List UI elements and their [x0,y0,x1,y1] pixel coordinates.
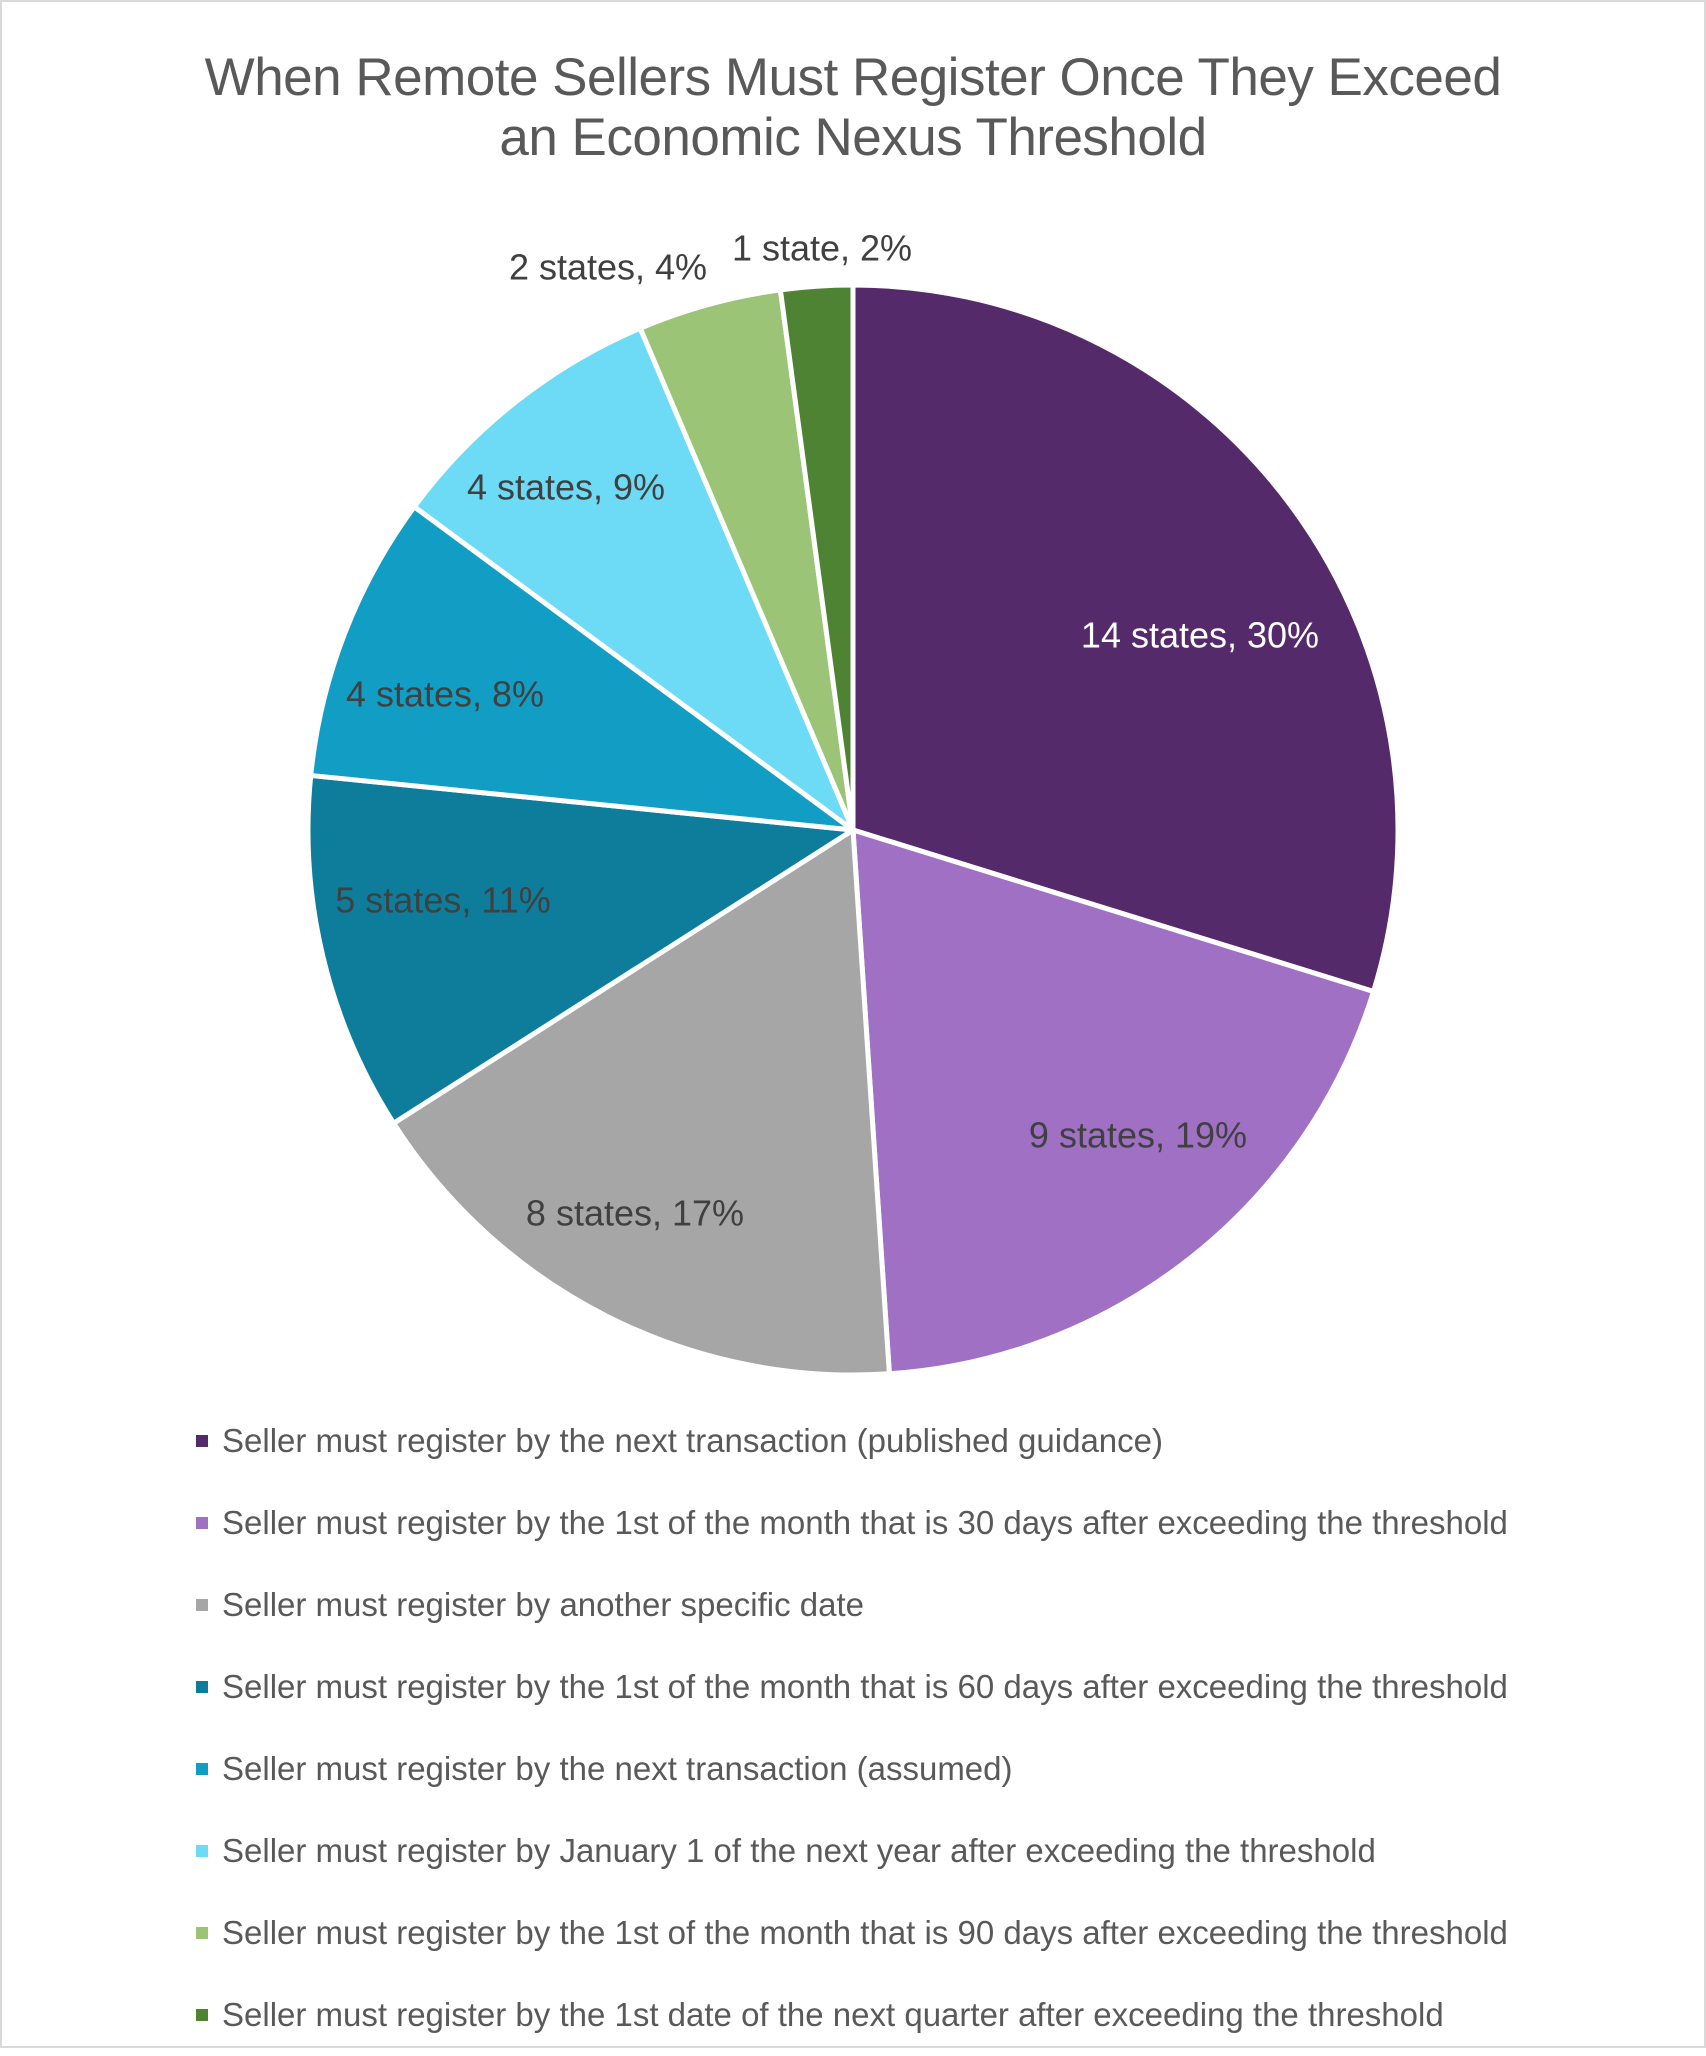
pie-slice-1 [850,282,1401,994]
legend-swatch-8 [196,2009,208,2021]
data-label-3: 8 states, 17% [526,1193,744,1234]
legend-swatch-1 [196,1435,208,1447]
pie-slice-5 [308,504,856,833]
chart-legend: Seller must register by the next transac… [196,1400,1616,2056]
chart-title-line-1: When Remote Sellers Must Register Once T… [204,48,1502,107]
data-label-4: 5 states, 11% [335,880,550,921]
legend-label-8: Seller must register by the 1st date of … [222,1996,1444,2033]
legend-label-3: Seller must register by another specific… [222,1586,864,1623]
data-label-7: 2 states, 4% [509,247,707,288]
pie-slice-4 [305,772,856,1126]
pie-slice-3 [391,827,892,1378]
legend-item-7: Seller must register by the 1st of the m… [196,1892,1616,1974]
data-label-8: 1 state, 2% [732,228,912,269]
legend-label-2: Seller must register by the 1st of the m… [222,1504,1508,1541]
chart-title: When Remote Sellers Must Register Once T… [0,48,1706,168]
legend-item-4: Seller must register by the 1st of the m… [196,1646,1616,1728]
legend-label-5: Seller must register by the next transac… [222,1750,1013,1787]
legend-swatch-3 [196,1599,208,1611]
legend-item-5: Seller must register by the next transac… [196,1728,1616,1810]
data-label-6: 4 states, 9% [467,467,665,508]
data-label-2: 9 states, 19% [1029,1115,1247,1156]
legend-swatch-5 [196,1763,208,1775]
legend-swatch-4 [196,1681,208,1693]
legend-swatch-2 [196,1517,208,1529]
pie-chart: 14 states, 30% 9 states, 19% 8 states, 17%… [305,227,1401,1378]
legend-item-8: Seller must register by the 1st date of … [196,1974,1616,2056]
legend-swatch-7 [196,1927,208,1939]
chart-title-line-2: an Economic Nexus Threshold [499,108,1207,167]
legend-item-1: Seller must register by the next transac… [196,1400,1616,1482]
pie-slice-8 [777,282,856,833]
legend-label-1: Seller must register by the next transac… [222,1422,1163,1459]
pie-slice-6 [411,325,856,833]
data-label-1: 14 states, 30% [1081,615,1319,656]
legend-swatch-6 [196,1845,208,1857]
legend-label-6: Seller must register by January 1 of the… [222,1832,1376,1869]
legend-item-3: Seller must register by another specific… [196,1564,1616,1646]
data-label-5: 4 states, 8% [346,674,544,715]
legend-label-7: Seller must register by the 1st of the m… [222,1914,1508,1951]
legend-item-6: Seller must register by January 1 of the… [196,1810,1616,1892]
legend-item-2: Seller must register by the 1st of the m… [196,1482,1616,1564]
legend-label-4: Seller must register by the 1st of the m… [222,1668,1508,1705]
pie-slice-2 [850,827,1377,1377]
